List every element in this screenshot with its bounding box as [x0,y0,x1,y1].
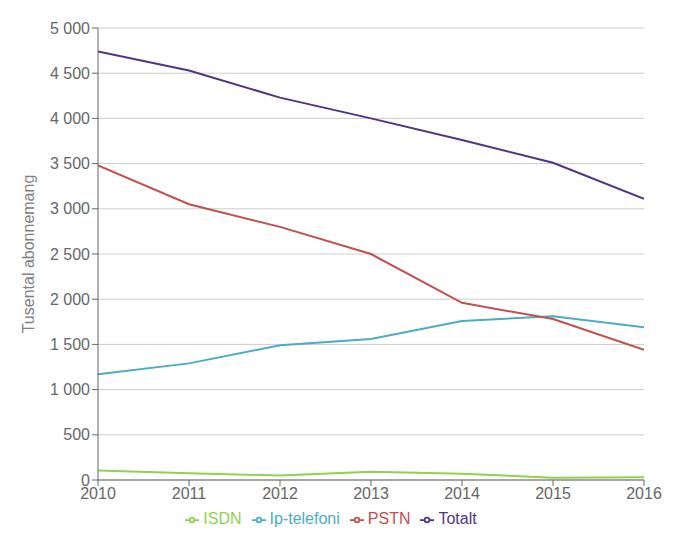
svg-text:2014: 2014 [444,485,480,502]
svg-text:5 000: 5 000 [50,20,90,37]
svg-text:3 500: 3 500 [50,155,90,172]
svg-text:2012: 2012 [262,485,298,502]
svg-text:1 000: 1 000 [50,381,90,398]
svg-text:3 000: 3 000 [50,200,90,217]
html-text:Totalt: Totalt [438,510,477,527]
svg-text:2011: 2011 [172,485,207,502]
svg-text:4 000: 4 000 [50,110,90,127]
html-text:ISDN: ISDN [203,510,242,527]
svg-text:Tusental abonnemang: Tusental abonnemang [20,175,37,334]
svg-text:2010: 2010 [80,485,116,503]
html-text:Ip-telefoni: Ip-telefoni [269,510,340,527]
svg-text:2015: 2015 [535,485,571,502]
svg-text:2 000: 2 000 [50,291,90,308]
svg-text:500: 500 [63,426,90,443]
svg-text:4 500: 4 500 [50,65,90,82]
svg-text:1 500: 1 500 [50,336,90,353]
svg-text:0: 0 [81,472,90,489]
svg-text:2 500: 2 500 [50,246,90,263]
html-text:PSTN: PSTN [367,510,411,527]
svg-text:2013: 2013 [353,485,389,502]
svg-text:2016: 2016 [626,485,662,502]
